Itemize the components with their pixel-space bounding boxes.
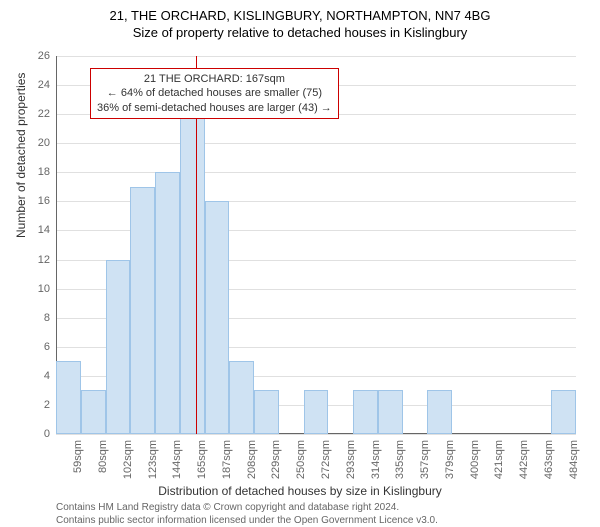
y-tick-label: 2 [44,399,50,411]
x-tick-label: 379sqm [444,440,456,479]
y-tick-label: 22 [38,108,50,120]
x-tick-label: 293sqm [345,440,357,479]
y-tick-label: 24 [38,79,50,91]
x-tick-label: 250sqm [295,440,307,479]
x-tick-label: 229sqm [270,440,282,479]
histogram-bar [106,260,131,434]
annotation-line1: 21 THE ORCHARD: 167sqm [97,72,332,86]
histogram-bar [81,390,106,434]
histogram-bar [353,390,378,434]
histogram-bar [304,390,329,434]
y-tick-label: 26 [38,50,50,62]
x-tick-label: 80sqm [97,440,109,473]
footer-line1: Contains HM Land Registry data © Crown c… [56,502,438,515]
y-tick-label: 4 [44,370,50,382]
x-tick-label: 463sqm [543,440,555,479]
y-tick-label: 0 [44,428,50,440]
x-tick-label: 442sqm [518,440,530,479]
gridline [56,172,576,173]
x-tick-label: 335sqm [394,440,406,479]
gridline [56,143,576,144]
x-tick-label: 59sqm [72,440,84,473]
histogram-bar [180,114,205,434]
x-tick-label: 421sqm [493,440,505,479]
x-tick-label: 144sqm [171,440,183,479]
y-tick-label: 20 [38,137,50,149]
y-tick-label: 14 [38,224,50,236]
histogram-bar [205,201,230,434]
x-tick-label: 187sqm [221,440,233,479]
x-tick-label: 272sqm [320,440,332,479]
annotation-line3: 36% of semi-detached houses are larger (… [97,101,332,115]
x-tick-label: 314sqm [370,440,382,479]
y-tick-label: 12 [38,254,50,266]
y-tick-label: 8 [44,312,50,324]
gridline [56,56,576,57]
annotation-callout: 21 THE ORCHARD: 167sqm ← 64% of detached… [90,68,339,119]
gridline [56,434,576,435]
footer-attribution: Contains HM Land Registry data © Crown c… [56,502,438,527]
y-tick-label: 16 [38,195,50,207]
histogram-bar [229,361,254,434]
footer-line2: Contains public sector information licen… [56,515,438,527]
x-tick-label: 357sqm [419,440,431,479]
y-tick-label: 10 [38,283,50,295]
x-tick-label: 400sqm [469,440,481,479]
y-tick-label: 18 [38,166,50,178]
histogram-bar [551,390,576,434]
x-tick-label: 102sqm [122,440,134,479]
annotation-line2: ← 64% of detached houses are smaller (75… [97,86,332,100]
histogram-bar [254,390,279,434]
histogram-bar [130,187,155,434]
x-tick-label: 208sqm [246,440,258,479]
y-tick-label: 6 [44,341,50,353]
histogram-bar [378,390,403,434]
title-address: 21, THE ORCHARD, KISLINGBURY, NORTHAMPTO… [0,8,600,23]
chart-title-block: 21, THE ORCHARD, KISLINGBURY, NORTHAMPTO… [0,8,600,40]
x-axis-label: Distribution of detached houses by size … [0,484,600,498]
y-axis-label: Number of detached properties [14,73,28,238]
title-subtitle: Size of property relative to detached ho… [0,25,600,40]
histogram-bar [56,361,81,434]
x-tick-label: 484sqm [568,440,580,479]
histogram-bar [427,390,452,434]
histogram-bar [155,172,180,434]
x-tick-label: 123sqm [147,440,159,479]
x-tick-label: 165sqm [196,440,208,479]
